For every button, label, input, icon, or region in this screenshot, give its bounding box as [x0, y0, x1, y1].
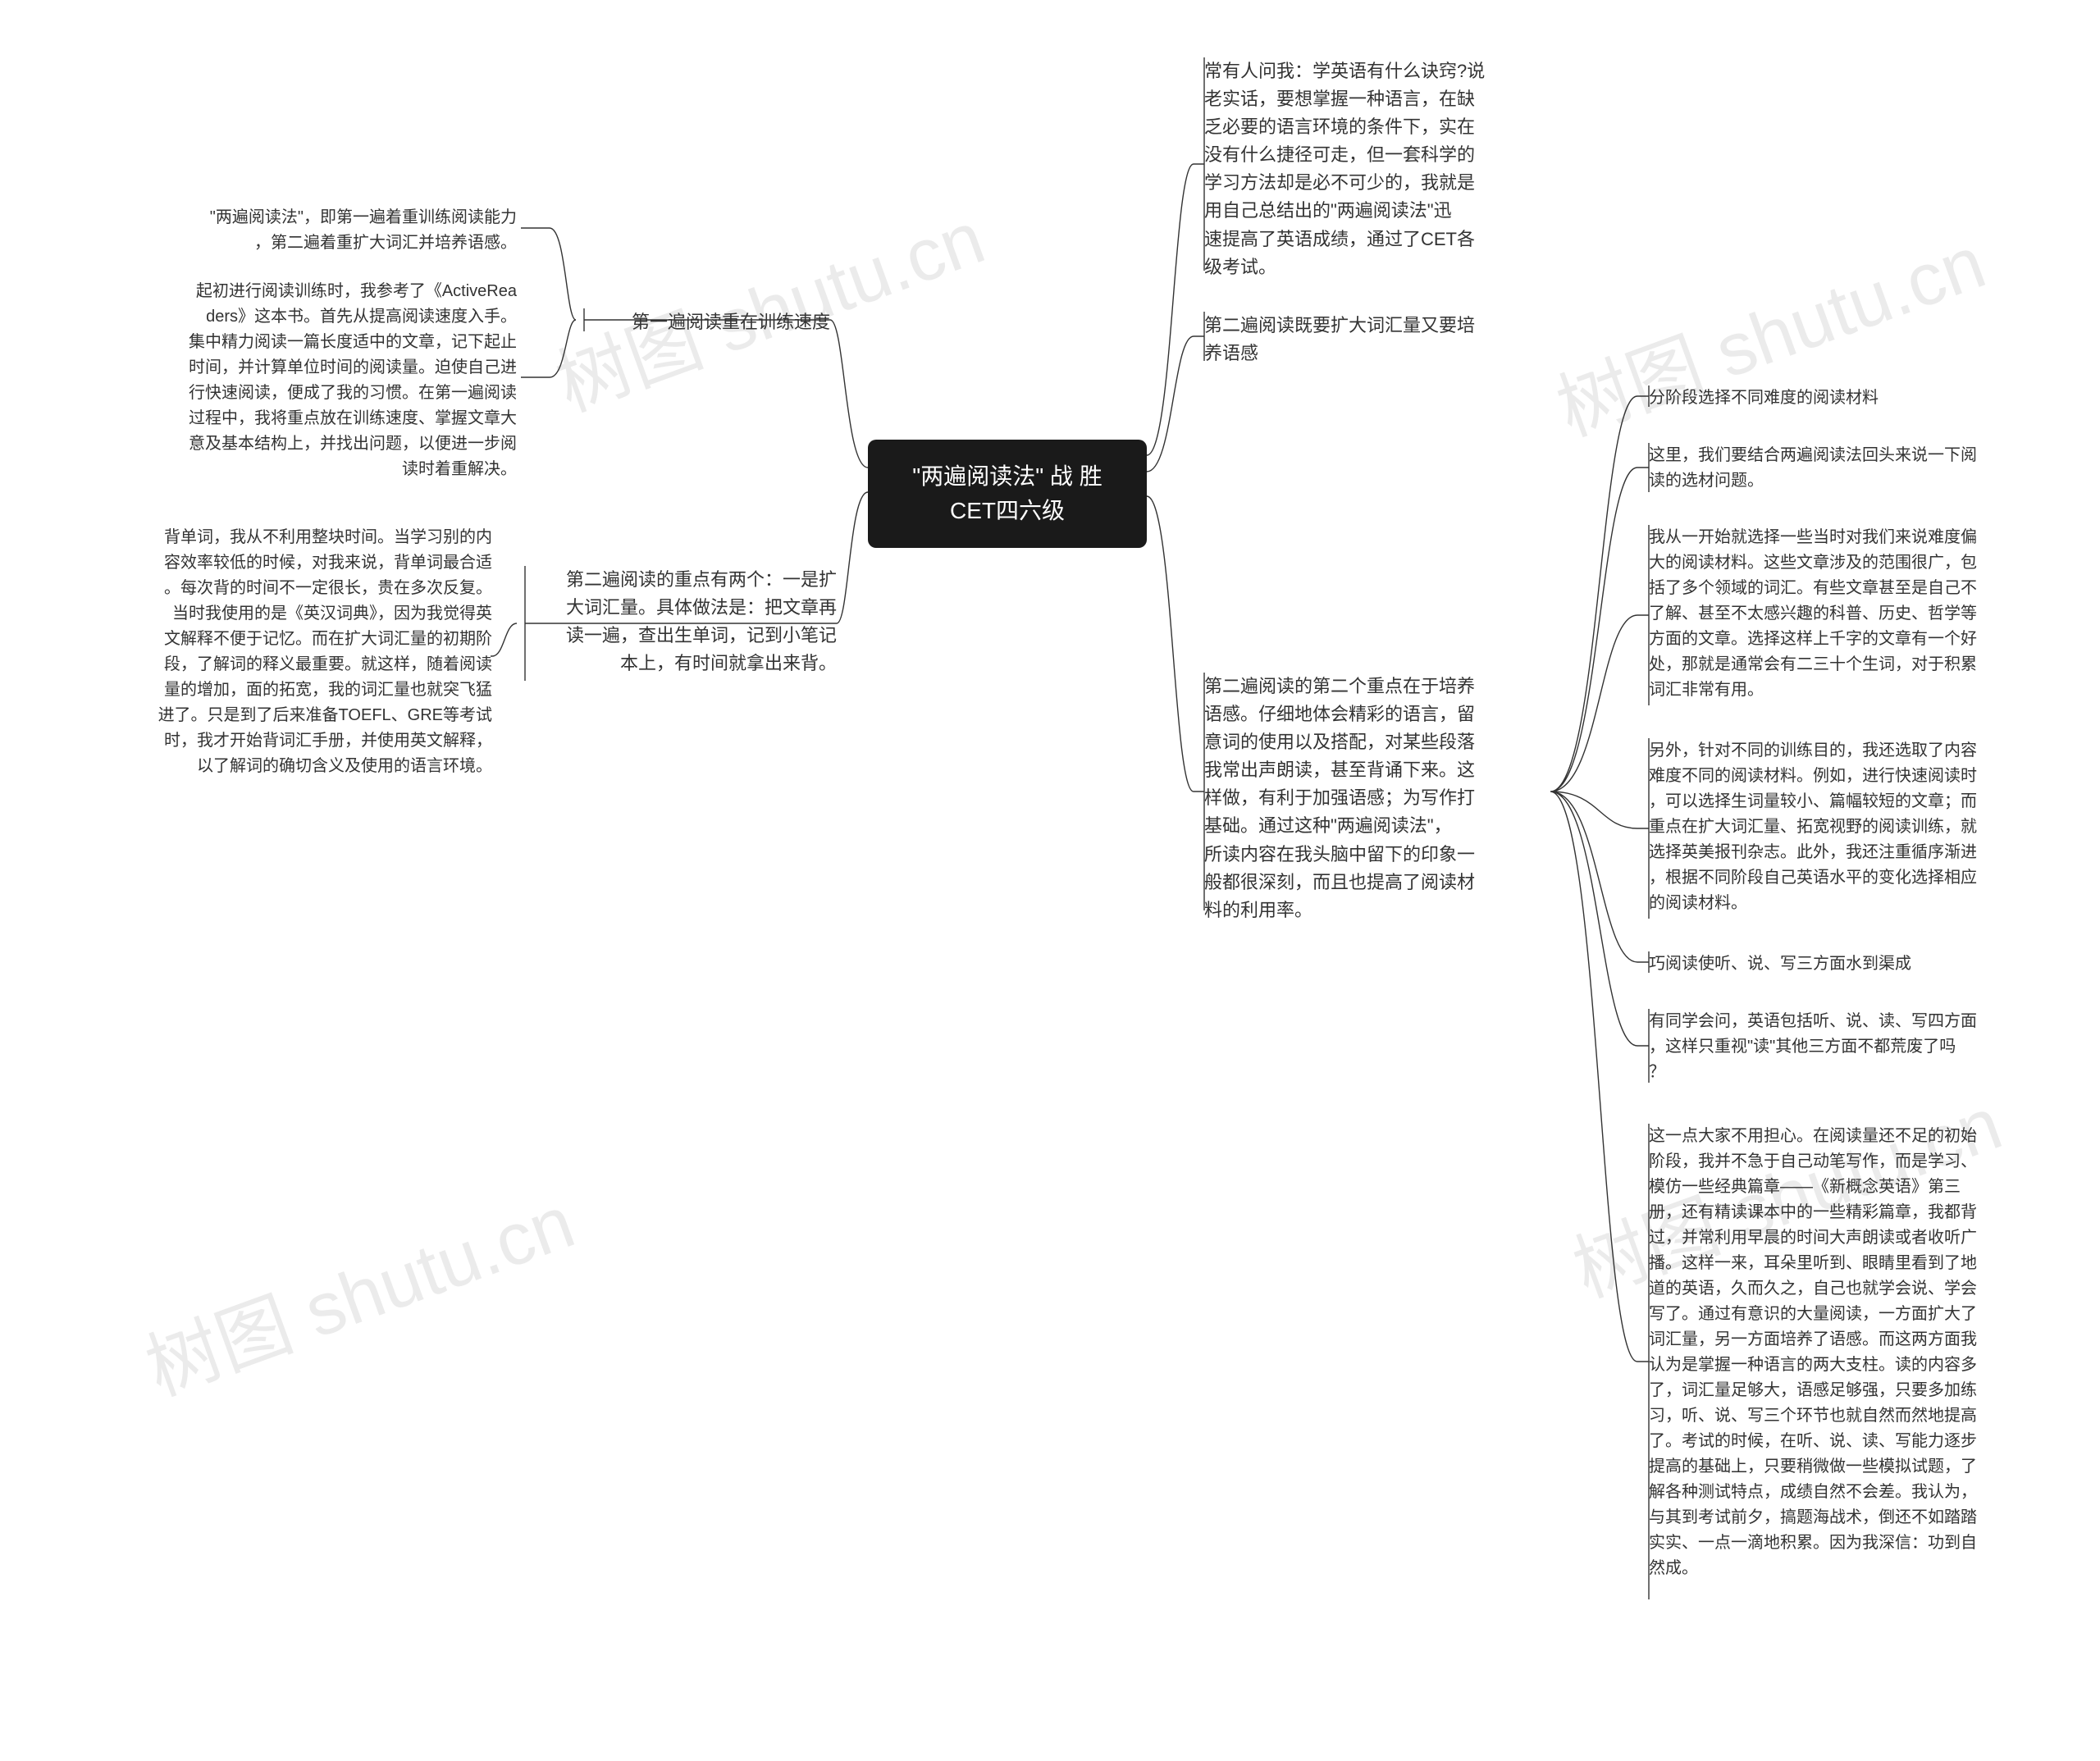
- watermark: 树图 shutu.cn: [1541, 203, 1997, 456]
- right-node-3: 第二遍阅读的第二个重点在于培养 语感。仔细地体会精彩的语言，留 意词的使用以及搭…: [1204, 673, 1549, 924]
- right-node-1: 常有人问我：学英语有什么诀窍?说 老实话，要想掌握一种语言，在缺 乏必要的语言环…: [1204, 57, 1549, 281]
- mindmap-canvas: 树图 shutu.cn 树图 shutu.cn 树图 shutu.cn 树图 s…: [0, 0, 2100, 1761]
- left-branch-2-label: 第二遍阅读的重点有两个：一是扩 大词汇量。具体做法是：把文章再 读一遍，查出生单…: [525, 566, 837, 677]
- right-node-3-child-2: 我从一开始就选择一些当时对我们来说难度偏 大的阅读材料。这些文章涉及的范围很广，…: [1649, 525, 2059, 703]
- left-branch-1-child-0: "两遍阅读法"，即第一遍着重训练阅读能力 ，第二遍着重扩大词汇并培养语感。: [123, 205, 517, 256]
- right-node-3-child-4: 巧阅读使听、说、写三方面水到渠成: [1649, 951, 2043, 977]
- left-branch-1-label: 第一遍阅读重在训练速度: [584, 308, 830, 336]
- right-node-2: 第二遍阅读既要扩大词汇量又要培 养语感: [1204, 312, 1549, 367]
- left-branch-2-child-0: 背单词，我从不利用整块时间。当学习别的内 容效率较低的时候，对我来说，背单词最合…: [90, 525, 492, 779]
- watermark: 树图 shutu.cn: [540, 178, 997, 431]
- root-node: "两遍阅读法" 战 胜CET四六级: [868, 440, 1147, 548]
- left-branch-1-child-1: 起初进行阅读训练时，我参考了《ActiveRea ders》这本书。首先从提高阅…: [123, 279, 517, 482]
- right-node-3-child-6: 这一点大家不用担心。在阅读量还不足的初始 阶段，我并不急于自己动笔写作，而是学习…: [1649, 1124, 2059, 1581]
- watermark: 树图 shutu.cn: [130, 1162, 587, 1416]
- right-node-3-child-3: 另外，针对不同的训练目的，我还选取了内容 难度不同的阅读材料。例如，进行快速阅读…: [1649, 738, 2059, 916]
- right-node-3-child-0: 分阶段选择不同难度的阅读材料: [1649, 386, 2043, 411]
- right-node-3-child-5: 有同学会问，英语包括听、说、读、写四方面 ，这样只重视"读"其他三方面不都荒废了…: [1649, 1009, 2059, 1085]
- right-node-3-child-1: 这里，我们要结合两遍阅读法回头来说一下阅 读的选材问题。: [1649, 443, 2059, 494]
